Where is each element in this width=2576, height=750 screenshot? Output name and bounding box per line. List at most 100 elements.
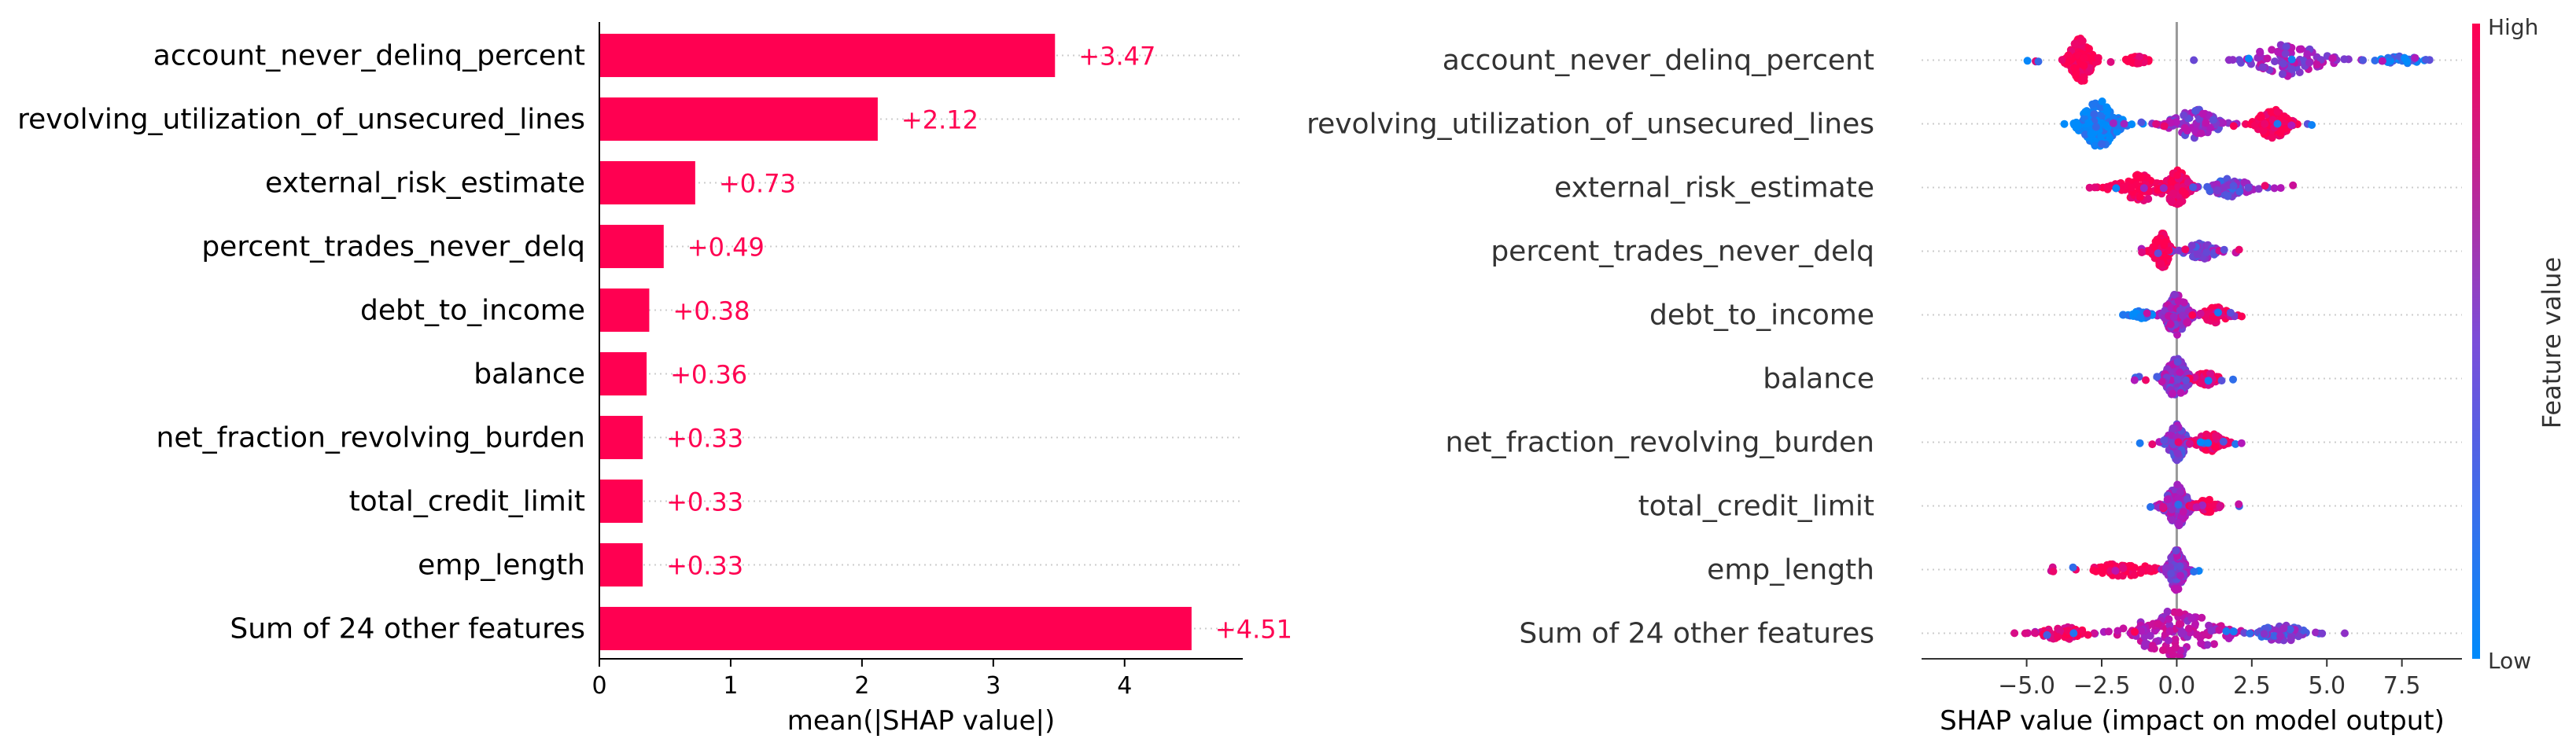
beeswarm-dot (2187, 614, 2196, 623)
beeswarm-dot (2181, 245, 2190, 254)
beeswarm-dot (2176, 388, 2185, 397)
colorbar-low-label: Low (2488, 648, 2531, 674)
bar-x-tick-label: 1 (723, 672, 738, 700)
beeswarm-dot (2113, 627, 2122, 635)
beeswarm-dot (2139, 184, 2148, 193)
beeswarm-dot (2173, 358, 2182, 366)
beeswarm-dot (2303, 50, 2312, 58)
beeswarm-dot (2160, 122, 2169, 131)
beeswarm-dot (2258, 63, 2267, 72)
beeswarm-dot (2166, 320, 2175, 329)
beeswarm-x-tick-label: −5.0 (1998, 672, 2055, 700)
beeswarm-dot (2173, 171, 2182, 179)
beeswarm-dot (2299, 57, 2308, 65)
bar-x-tick-label: 0 (591, 672, 606, 700)
bar-5 (599, 351, 647, 396)
bar-value-label: +0.38 (673, 296, 750, 326)
beeswarm-dot (2010, 629, 2019, 638)
beeswarm-dot (2196, 309, 2205, 318)
beeswarm-dot (2191, 126, 2199, 134)
beeswarm-dot (2143, 309, 2151, 318)
beeswarm-dot (2094, 53, 2102, 62)
beeswarm-dot (2078, 37, 2087, 45)
beeswarm-dot (2034, 57, 2043, 66)
beeswarm-dot (2197, 129, 2206, 138)
beeswarm-dot (2231, 439, 2240, 448)
beeswarm-dot (2176, 368, 2184, 377)
beeswarm-dot (2289, 181, 2298, 189)
colorbar-high-label: High (2488, 14, 2538, 40)
beeswarm-dot (2098, 140, 2106, 149)
beeswarm-dot (2030, 629, 2039, 638)
beeswarm-dot (2080, 73, 2088, 82)
beeswarm-dot (2235, 245, 2243, 254)
beeswarm-dot (2136, 193, 2144, 201)
bar-x-axis-label: mean(|SHAP value|) (787, 705, 1055, 737)
beeswarm-dot (2172, 643, 2180, 652)
beeswarm-dot (2286, 625, 2294, 634)
beeswarm-dot (2175, 520, 2184, 528)
colorbar (2472, 24, 2480, 659)
bar-7 (599, 479, 643, 524)
beeswarm-dot (2070, 39, 2079, 48)
beeswarm-dot (2021, 629, 2029, 638)
beeswarm-x-tick-label: 0.0 (2158, 672, 2196, 700)
beeswarm-dot (2401, 53, 2409, 62)
beeswarm-dot (2102, 103, 2111, 112)
beeswarm-dot (2276, 632, 2285, 641)
beeswarm-dot (2099, 568, 2106, 577)
bar-value-label: +3.47 (1078, 42, 1155, 72)
beeswarm-dot (2282, 124, 2290, 133)
bar-category-label: Sum of 24 other features (230, 613, 585, 645)
beeswarm-dot (2148, 440, 2157, 449)
beeswarm-dot (2192, 503, 2201, 512)
beeswarm-dot (2170, 290, 2179, 299)
beeswarm-dot (2191, 619, 2199, 628)
beeswarm-dot (2175, 608, 2184, 617)
bar-9 (599, 606, 1192, 651)
beeswarm-dot (2287, 634, 2295, 642)
bar-value-label: +0.73 (719, 169, 796, 199)
beeswarm-dot (2170, 584, 2179, 593)
beeswarm-dot (2206, 508, 2215, 517)
beeswarm-dot (2274, 48, 2283, 57)
beeswarm-dot (2138, 248, 2147, 256)
beeswarm-dot (2287, 55, 2296, 64)
beeswarm-dot (2180, 111, 2188, 119)
beeswarm-dot (2080, 53, 2088, 62)
beeswarm-dot (2060, 119, 2069, 128)
beeswarm-dot (2023, 57, 2032, 65)
bar-category-label: balance (474, 358, 585, 391)
beeswarm-dot (2211, 443, 2220, 451)
beeswarm-dot (2173, 449, 2182, 458)
beeswarm-dot (2072, 72, 2080, 80)
beeswarm-dot (2106, 57, 2115, 66)
beeswarm-category-label: emp_length (1707, 554, 1874, 586)
beeswarm-dot (2328, 54, 2337, 63)
beeswarm-dot (2167, 569, 2176, 578)
bar-category-label: external_risk_estimate (265, 167, 585, 200)
beeswarm-dot (2119, 311, 2128, 319)
bar-6 (599, 415, 643, 460)
beeswarm-dot (2184, 624, 2193, 633)
beeswarm-dot (2318, 629, 2327, 638)
bar-8 (599, 542, 643, 587)
beeswarm-dot (2176, 572, 2185, 580)
beeswarm-dot (2198, 109, 2207, 118)
beeswarm-dot (2172, 546, 2180, 555)
beeswarm-dot (2081, 108, 2090, 116)
beeswarm-dot (2184, 495, 2191, 504)
beeswarm-dot (2141, 639, 2150, 648)
beeswarm-dot (2182, 376, 2190, 384)
beeswarm-dot (2180, 298, 2188, 307)
beeswarm-dot (2136, 313, 2145, 321)
beeswarm-dot (2224, 634, 2233, 643)
beeswarm-dot (2244, 183, 2253, 192)
beeswarm-dot (2282, 42, 2290, 51)
bar-value-label: +2.12 (901, 105, 978, 135)
beeswarm-dot (2198, 501, 2207, 509)
bar-value-label: +0.33 (666, 551, 743, 581)
beeswarm-dot (2204, 439, 2213, 447)
bar-category-label: emp_length (418, 550, 585, 582)
beeswarm-dot (2160, 436, 2169, 445)
